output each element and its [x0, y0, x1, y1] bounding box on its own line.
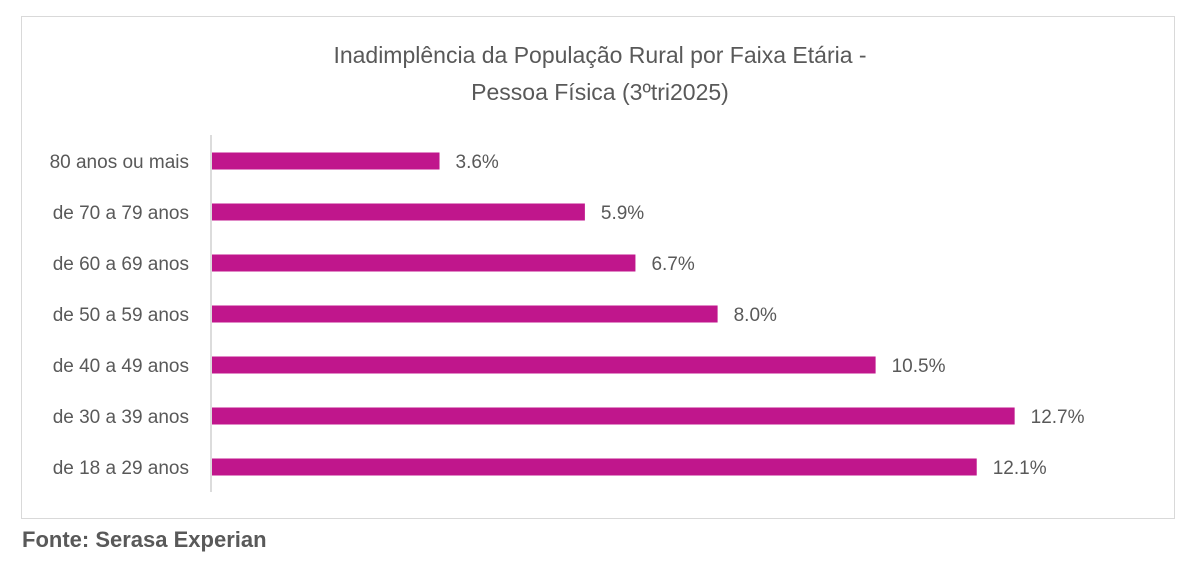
bar	[212, 458, 977, 476]
data-label: 8.0%	[734, 305, 777, 326]
bar	[212, 152, 440, 170]
source-note: Fonte: Serasa Experian	[22, 527, 267, 552]
category-label: de 50 a 59 anos	[53, 305, 189, 326]
category-label: de 30 a 39 anos	[53, 407, 189, 428]
bar	[212, 356, 876, 374]
data-label: 12.1%	[993, 458, 1047, 479]
data-label: 12.7%	[1031, 407, 1085, 428]
chart-title-line-2: Pessoa Física (3ºtri2025)	[471, 79, 729, 105]
category-label: de 60 a 69 anos	[53, 254, 189, 275]
data-label: 5.9%	[601, 203, 644, 224]
data-label: 6.7%	[651, 254, 694, 275]
category-label: de 40 a 49 anos	[53, 356, 189, 377]
chart-title: Inadimplência da População Rural por Fai…	[0, 37, 1200, 111]
bar	[212, 254, 636, 272]
category-label: de 70 a 79 anos	[53, 203, 189, 224]
bar	[212, 407, 1015, 425]
bar	[212, 305, 718, 323]
chart-title-line-1: Inadimplência da População Rural por Fai…	[333, 42, 867, 68]
category-label: 80 anos ou mais	[50, 152, 189, 173]
data-label: 10.5%	[892, 356, 946, 377]
category-label: de 18 a 29 anos	[53, 458, 189, 479]
data-label: 3.6%	[456, 152, 499, 173]
bar	[212, 203, 585, 221]
